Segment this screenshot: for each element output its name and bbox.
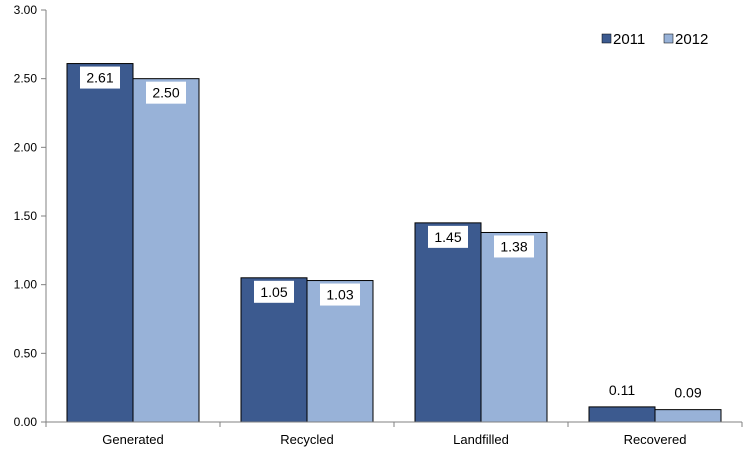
data-label: 2.61 bbox=[86, 70, 113, 86]
data-label: 1.38 bbox=[500, 238, 527, 254]
data-label-box bbox=[428, 225, 468, 248]
legend-swatch-2011 bbox=[601, 33, 612, 44]
y-tick-label: 2.00 bbox=[14, 140, 38, 154]
data-label-box bbox=[80, 66, 120, 89]
data-label-box bbox=[254, 280, 294, 303]
category-label: Landfilled bbox=[453, 432, 509, 447]
category-label: Recycled bbox=[280, 432, 333, 447]
legend-label-2011: 2011 bbox=[613, 31, 645, 48]
legend-swatch-2012 bbox=[663, 33, 674, 44]
y-tick-label: 1.50 bbox=[14, 209, 38, 223]
legend-label-2012: 2012 bbox=[675, 31, 708, 48]
bar-2012-generated bbox=[132, 78, 200, 423]
bar-2012-landfilled bbox=[480, 231, 548, 423]
bars: 2.61 1.05 1.45 0.11 2.50 1.03 1.38 0.09 bbox=[66, 63, 722, 423]
data-label: 1.45 bbox=[434, 229, 461, 245]
y-tick-label: 1.00 bbox=[14, 278, 38, 292]
data-label: 1.03 bbox=[326, 287, 353, 303]
data-label: 0.09 bbox=[674, 385, 701, 401]
y-tick-label: 0.00 bbox=[14, 415, 38, 429]
data-label: 2.50 bbox=[152, 85, 179, 101]
data-label-box bbox=[320, 283, 360, 306]
category-label: Generated bbox=[102, 432, 163, 447]
data-label-box bbox=[146, 81, 186, 104]
y-tick-label: 2.50 bbox=[14, 72, 38, 86]
bar-2012-recovered bbox=[654, 409, 722, 423]
data-label-box bbox=[494, 235, 534, 258]
y-tick-label: 0.50 bbox=[14, 346, 38, 360]
bar-2011-recovered bbox=[588, 406, 656, 423]
y-axis: 0.00 0.50 1.00 1.50 2.00 2.50 3.00 bbox=[14, 3, 47, 429]
x-axis: Generated Recycled Landfilled Recovered bbox=[45, 421, 743, 447]
bar-2011-generated bbox=[66, 63, 134, 423]
y-tick-label: 3.00 bbox=[14, 3, 38, 17]
legend: 2011 2012 bbox=[601, 31, 708, 48]
category-label: Recovered bbox=[624, 432, 687, 447]
data-label: 1.05 bbox=[260, 284, 287, 300]
bar-2011-landfilled bbox=[414, 222, 482, 423]
data-label: 0.11 bbox=[609, 382, 635, 398]
